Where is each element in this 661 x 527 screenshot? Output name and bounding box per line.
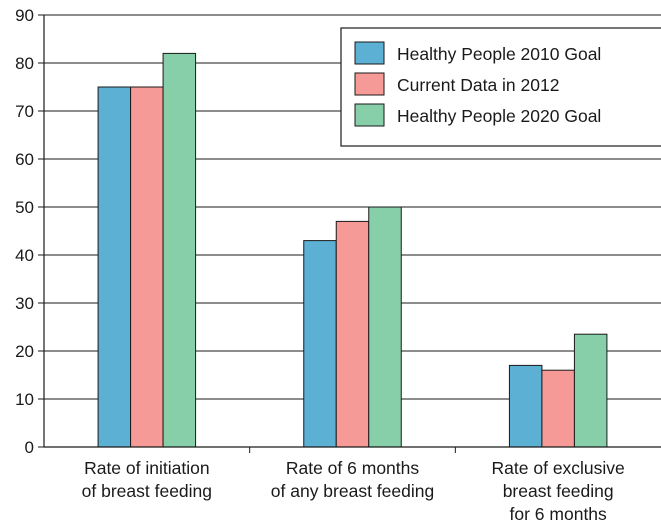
y-tick-label: 20 (15, 342, 34, 361)
bar (573, 333, 608, 448)
bar (97, 86, 132, 448)
legend: Healthy People 2010 Goal Current Data in … (340, 27, 661, 147)
bar (368, 206, 402, 448)
y-tick-label: 0 (25, 438, 34, 457)
bar (508, 364, 543, 448)
bar (162, 52, 197, 448)
legend-label: Healthy People 2020 Goal (397, 106, 601, 126)
legend-label: Current Data in 2012 (397, 75, 559, 95)
y-tick-label: 80 (15, 54, 34, 73)
legend-box (340, 27, 661, 147)
x-category-label: Rate of initiation of breast feeding (82, 458, 212, 501)
y-tick-label: 60 (15, 150, 34, 169)
bar (303, 240, 337, 448)
legend-label: Healthy People 2010 Goal (397, 44, 601, 64)
axes (38, 14, 661, 453)
legend-swatch (354, 72, 385, 96)
y-tick-label: 40 (15, 246, 34, 265)
bar (130, 86, 164, 448)
bar (541, 369, 575, 448)
bars (97, 52, 608, 448)
x-category-label: Rate of exclusive breast feeding for 6 mon… (492, 458, 625, 524)
y-tick-label: 50 (15, 198, 34, 217)
x-category-labels: Rate of initiation of breast feeding Rate … (82, 458, 625, 524)
bar (335, 220, 370, 448)
legend-swatch (354, 41, 385, 65)
y-tick-label: 10 (15, 390, 34, 409)
x-category-label: Rate of 6 months of any breast feeding (271, 458, 434, 501)
y-tick-label: 70 (15, 102, 34, 121)
y-tick-label: 90 (15, 6, 34, 25)
y-tick-label: 30 (15, 294, 34, 313)
legend-swatch (354, 103, 385, 127)
y-tick-labels: 0 10 20 30 40 50 60 70 80 90 (15, 6, 34, 457)
